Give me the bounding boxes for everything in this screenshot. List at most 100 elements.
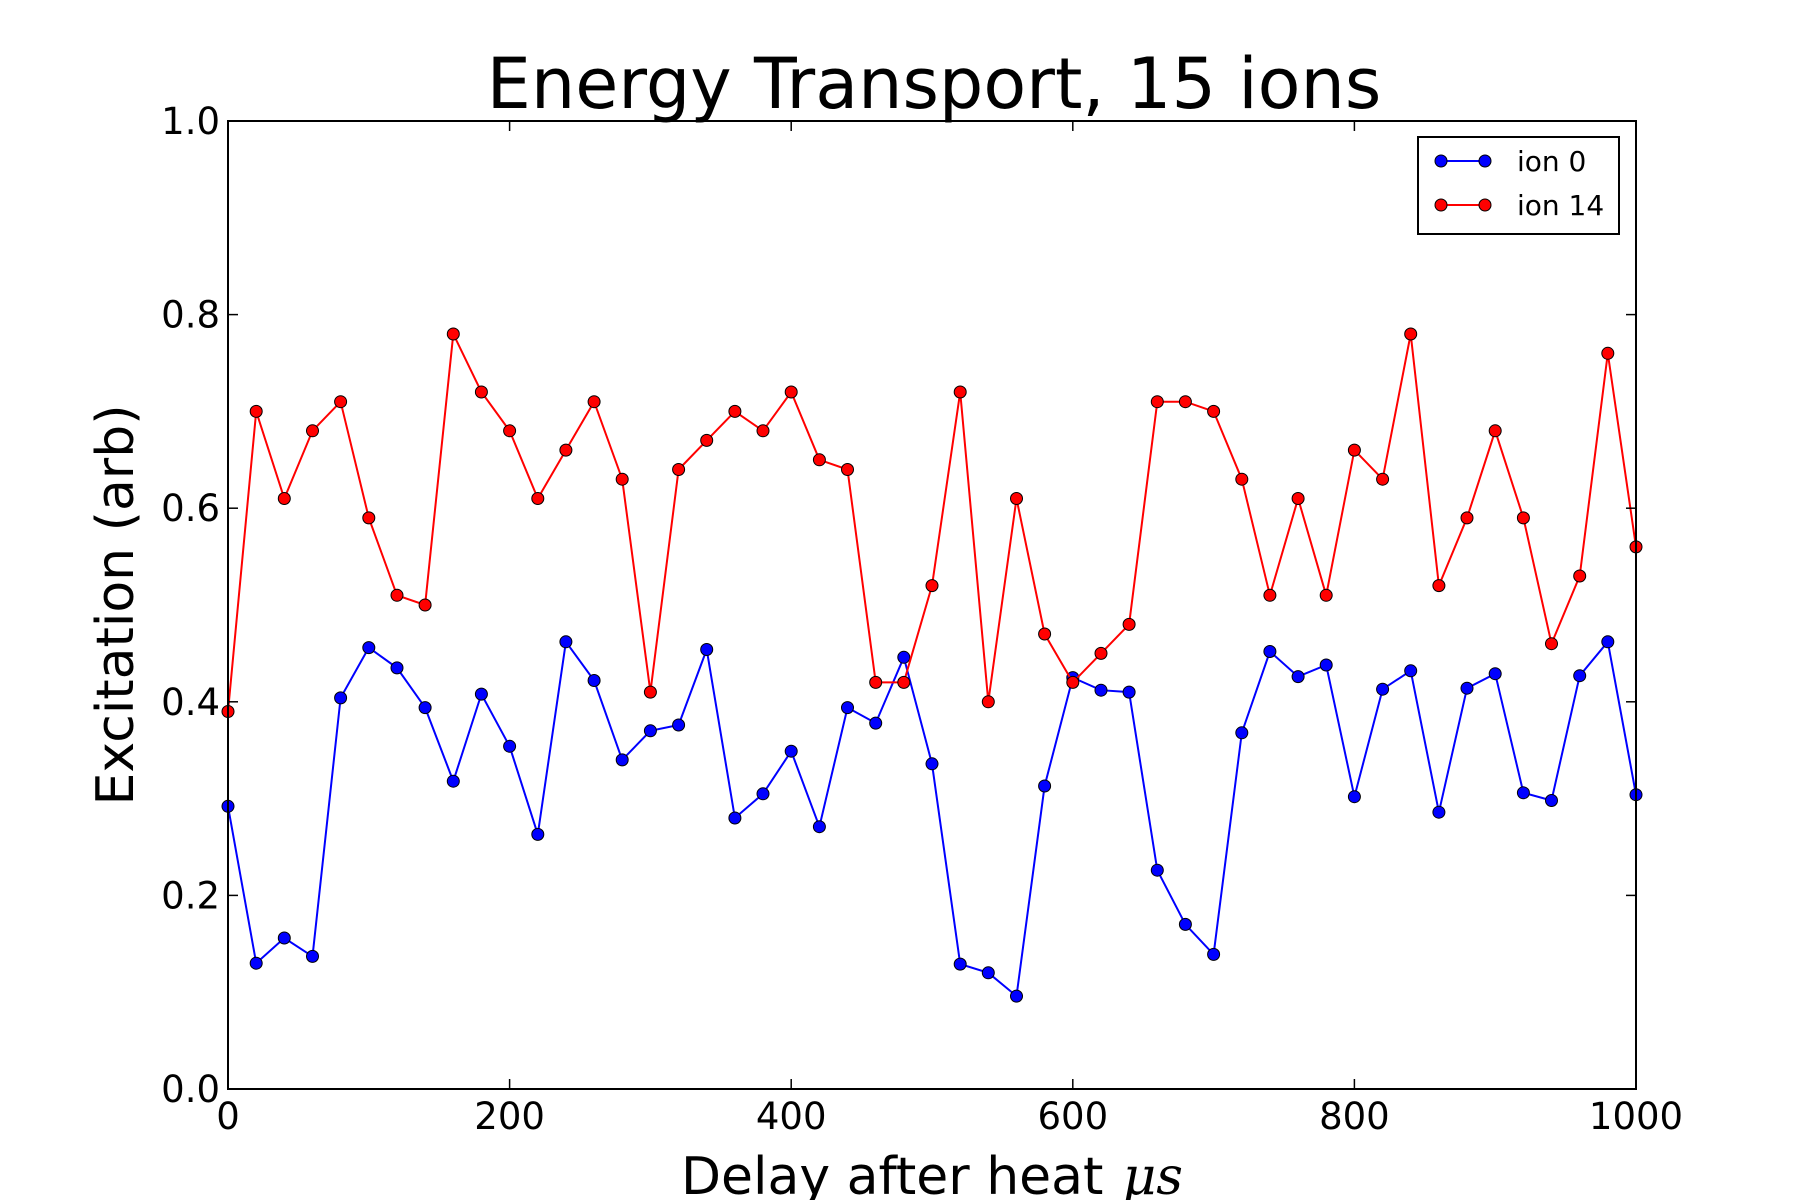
series-2-point bbox=[474, 385, 488, 399]
series-1-point bbox=[1122, 685, 1136, 699]
series-2-point bbox=[334, 395, 348, 409]
legend-marker bbox=[1434, 198, 1448, 212]
series-2-point bbox=[277, 492, 291, 505]
series-1-point bbox=[1150, 863, 1164, 877]
series-1-point bbox=[953, 957, 967, 971]
series-2-point bbox=[1263, 588, 1277, 602]
series-1-point bbox=[1235, 726, 1249, 740]
series-2-point bbox=[1432, 579, 1446, 593]
series-1-point bbox=[1573, 669, 1587, 683]
series-2-point bbox=[446, 327, 460, 341]
y-axis-label: Excitation (arb) bbox=[86, 405, 146, 806]
series-1-point bbox=[531, 827, 545, 841]
y-tick-label: 0.2 bbox=[161, 874, 220, 917]
series-1-point bbox=[362, 641, 376, 655]
series-1-point bbox=[474, 687, 488, 701]
series-1-point bbox=[277, 931, 291, 945]
series-2-point bbox=[390, 588, 404, 602]
legend-marker bbox=[1434, 154, 1448, 168]
series-1-point bbox=[1545, 794, 1558, 807]
series-2-point bbox=[1376, 472, 1390, 486]
series-2-point bbox=[1347, 443, 1361, 457]
series-1-point bbox=[334, 691, 348, 705]
series-1-point bbox=[700, 643, 714, 656]
series-2-point bbox=[559, 443, 573, 457]
series-1-point bbox=[249, 956, 263, 970]
y-tick-label: 0.0 bbox=[161, 1068, 220, 1111]
y-axis: 0.0 0.2 0.4 0.6 0.8 1.0 bbox=[161, 100, 1636, 1111]
series-1-point bbox=[1010, 989, 1023, 1003]
legend-marker bbox=[1478, 154, 1492, 168]
series-1-point bbox=[1291, 670, 1305, 684]
series-1-point bbox=[1432, 805, 1446, 819]
series-2-point bbox=[812, 453, 826, 467]
series-1-point bbox=[925, 757, 939, 771]
y-tick-label: 0.6 bbox=[161, 487, 220, 530]
series-2-point bbox=[953, 385, 967, 399]
series-1-point bbox=[672, 718, 686, 732]
x-tick-label: 0 bbox=[216, 1095, 240, 1138]
series-1-point bbox=[784, 744, 798, 758]
legend-entry-1: ion 0 bbox=[1434, 145, 1586, 178]
x-axis: 0 200 400 600 800 1000 bbox=[216, 121, 1683, 1138]
chart-title: Energy Transport, 15 ions bbox=[487, 43, 1382, 125]
series-1-point bbox=[503, 739, 517, 753]
series-2-point bbox=[1094, 646, 1108, 660]
x-tick-label: 400 bbox=[756, 1095, 827, 1138]
series-1-point bbox=[981, 966, 995, 980]
series-1-point bbox=[1038, 779, 1052, 793]
series-1-point bbox=[1516, 786, 1530, 800]
series-2-point bbox=[615, 472, 629, 486]
series-2-point bbox=[531, 492, 545, 505]
x-tick-label: 800 bbox=[1319, 1095, 1390, 1138]
plot-area-frame bbox=[227, 120, 1637, 1090]
legend-entry-2: ion 14 bbox=[1434, 189, 1604, 222]
series-2-point bbox=[1488, 424, 1502, 438]
series-2-point bbox=[306, 424, 319, 438]
series-2-point bbox=[1516, 511, 1530, 525]
series-2-point bbox=[1573, 569, 1587, 583]
series-2-point bbox=[1291, 492, 1305, 505]
series-1-point bbox=[756, 787, 770, 801]
x-tick-label: 1000 bbox=[1589, 1095, 1683, 1138]
legend-marker bbox=[1478, 198, 1492, 212]
x-axis-unit: μs bbox=[1123, 1147, 1183, 1200]
y-tick-label: 0.8 bbox=[161, 294, 220, 337]
series-2-point bbox=[925, 579, 939, 593]
series-1-point bbox=[390, 661, 404, 675]
series-1-point bbox=[1404, 664, 1418, 678]
series-2-point bbox=[869, 675, 883, 689]
x-axis-label: Delay after heat μs bbox=[681, 1147, 1183, 1200]
legend-label: ion 14 bbox=[1517, 189, 1604, 222]
series-1-point bbox=[446, 774, 460, 788]
series-2-point bbox=[1460, 511, 1474, 525]
series-2-point bbox=[841, 463, 854, 476]
series-1 bbox=[221, 635, 1643, 1003]
plot-series-group bbox=[221, 327, 1643, 1003]
series-1-point bbox=[812, 820, 826, 834]
series-1-point bbox=[1094, 683, 1108, 697]
series-2-point bbox=[897, 675, 911, 689]
series-1-point bbox=[1376, 682, 1390, 696]
x-axis-label-text: Delay after heat bbox=[681, 1147, 1103, 1200]
series-1-point bbox=[1319, 658, 1333, 672]
series-2-point bbox=[700, 433, 714, 447]
series-1-point bbox=[1207, 947, 1221, 961]
series-2-point bbox=[362, 511, 376, 525]
y-tick-label: 0.4 bbox=[161, 681, 220, 724]
series-2-point bbox=[1122, 617, 1136, 631]
series-1-point bbox=[1263, 645, 1277, 658]
series-1-point bbox=[615, 753, 629, 767]
x-tick-label: 200 bbox=[474, 1095, 545, 1138]
series-2-point bbox=[643, 685, 657, 699]
series-1-point bbox=[897, 650, 911, 664]
series-2-point bbox=[1319, 588, 1333, 602]
series-1-point bbox=[587, 674, 601, 687]
series-1-point bbox=[1601, 635, 1615, 649]
series-2-point bbox=[756, 424, 770, 438]
series-2-point bbox=[1010, 492, 1023, 505]
series-2-point bbox=[728, 404, 742, 418]
series-2-point bbox=[1150, 395, 1164, 409]
series-1-point bbox=[1460, 681, 1474, 695]
